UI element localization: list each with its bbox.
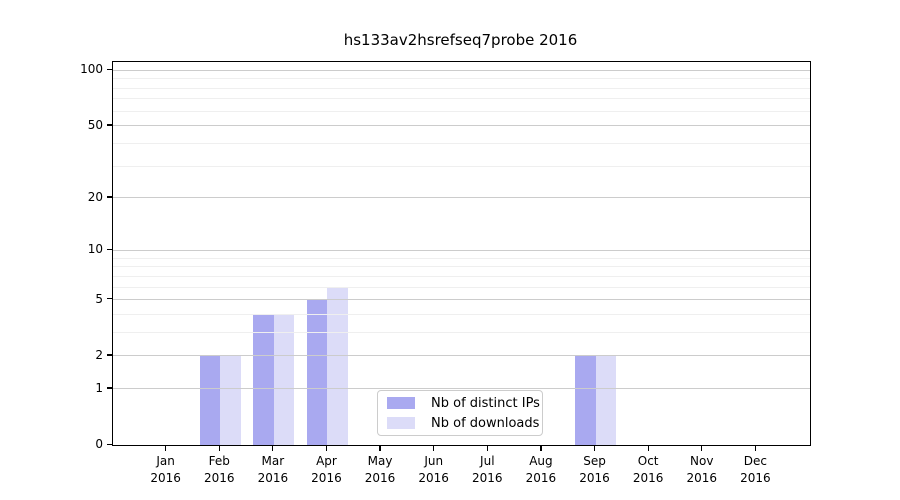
gridline (113, 313, 810, 315)
gridline (113, 143, 810, 145)
x-tick-mark (164, 445, 167, 451)
x-tick-sublabel: 2016 (150, 470, 181, 485)
x-tick-label: Dec 2016 (728, 453, 782, 486)
gridline (113, 388, 810, 390)
gridline (113, 275, 810, 277)
y-tick-mark (107, 354, 112, 356)
x-tick-mark (218, 445, 220, 451)
bar-distinct-ips (253, 314, 274, 445)
y-tick-label: 0 (95, 437, 103, 451)
x-tick-label: Nov 2016 (675, 453, 729, 486)
bar-downloads (595, 355, 617, 445)
gridline (113, 110, 810, 112)
plot-area (112, 61, 811, 446)
gridline (113, 197, 810, 199)
y-tick-mark (107, 196, 112, 198)
bar-distinct-ips (306, 299, 328, 445)
x-tick-label: Sep 2016 (568, 453, 622, 486)
x-tick-mark (486, 445, 488, 451)
x-tick-label: Oct 2016 (621, 453, 675, 486)
y-tick-label: 10 (87, 242, 103, 257)
gridline (113, 69, 810, 71)
y-tick-label: 5 (95, 291, 103, 306)
x-tick-sublabel: 2016 (203, 470, 235, 485)
y-tick-mark (107, 387, 112, 389)
x-tick-mark (647, 445, 649, 451)
x-tick-sublabel: 2016 (686, 470, 718, 485)
gridline (113, 331, 810, 333)
legend-item-downloads: Nb of downloads (387, 416, 539, 431)
x-tick-label: Jul 2016 (460, 453, 514, 486)
y-tick-label: 100 (80, 62, 103, 77)
y-tick-mark (107, 248, 112, 251)
x-tick-sublabel: 2016 (418, 470, 449, 485)
gridline (113, 299, 810, 301)
x-tick-label: Jan 2016 (139, 453, 193, 486)
gridline (113, 257, 810, 259)
x-tick-label: Feb 2016 (192, 453, 246, 486)
x-tick-sublabel: 2016 (632, 470, 664, 485)
legend-item-distinct-ips: Nb of distinct IPs (387, 396, 540, 411)
x-tick-sublabel: 2016 (311, 470, 342, 485)
bar-downloads (273, 314, 295, 445)
bars-layer (113, 62, 810, 445)
x-tick-mark (593, 445, 596, 451)
x-tick-sublabel: 2016 (579, 470, 610, 485)
x-tick-label: Jun 2016 (407, 453, 461, 486)
y-tick-mark (107, 68, 112, 71)
gridline (113, 266, 810, 268)
y-tick-mark (107, 443, 112, 445)
y-tick-label: 20 (87, 189, 103, 204)
bar-distinct-ips (574, 355, 596, 445)
y-tick-label: 50 (87, 117, 103, 132)
x-tick-label: Mar 2016 (246, 453, 300, 486)
gridline (113, 78, 810, 80)
chart-title: hs133av2hsrefseq7probe 2016 (343, 31, 578, 49)
y-tick-mark (107, 124, 112, 126)
legend-swatch-distinct-ips-icon (387, 397, 415, 409)
gridline (113, 125, 810, 127)
bar-downloads (220, 355, 241, 445)
grid-layer (113, 62, 810, 445)
gridline (113, 87, 810, 89)
x-tick-mark (433, 445, 435, 451)
x-tick-sublabel: 2016 (364, 470, 396, 485)
gridline (113, 98, 810, 100)
gridline (113, 249, 810, 251)
x-tick-sublabel: 2016 (472, 470, 503, 485)
y-tick-label: 2 (95, 347, 103, 362)
gridline (113, 165, 810, 167)
legend-label-distinct-ips: Nb of distinct IPs (431, 395, 540, 411)
x-tick-mark (379, 445, 381, 451)
legend-label-downloads: Nb of downloads (431, 415, 540, 431)
x-tick-sublabel: 2016 (525, 470, 557, 485)
y-tick-mark (107, 298, 112, 300)
y-tick-label: 1 (95, 380, 103, 395)
bar-distinct-ips (199, 355, 221, 445)
gridline (113, 286, 810, 288)
gridline (113, 355, 810, 357)
x-tick-sublabel: 2016 (257, 470, 289, 485)
x-tick-label: Aug 2016 (514, 453, 568, 486)
x-tick-mark (272, 445, 274, 451)
legend: Nb of distinct IPs Nb of downloads (377, 390, 543, 436)
x-tick-label: May 2016 (353, 453, 407, 486)
bar-downloads (327, 287, 349, 445)
x-tick-label: Apr 2016 (299, 453, 353, 486)
legend-swatch-downloads-icon (387, 417, 415, 429)
x-tick-mark (754, 445, 757, 451)
x-tick-mark (701, 445, 703, 451)
x-tick-mark (325, 445, 328, 451)
x-tick-sublabel: 2016 (740, 470, 771, 485)
x-tick-mark (540, 445, 542, 451)
